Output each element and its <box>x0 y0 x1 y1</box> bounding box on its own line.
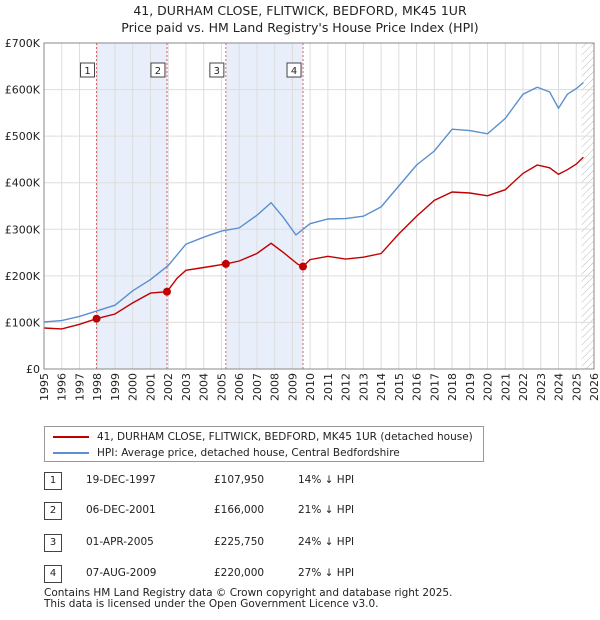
x-tick-label: 2020 <box>482 373 495 401</box>
price-chart: 1 2 3 4 £0 £100K £200K £300K £400K £500K £600K £700… <box>5 37 600 401</box>
sale-number-badge: 4 <box>44 565 62 583</box>
x-tick-label: 2013 <box>357 373 370 401</box>
x-tick-label: 2019 <box>464 373 477 401</box>
y-tick-label: £200K <box>5 270 41 283</box>
sale-row: 1 19-DEC-1997 £107,950 14% ↓ HPI <box>44 472 464 490</box>
sale-price: £166,000 <box>214 504 265 516</box>
x-tick-label: 2024 <box>553 373 566 401</box>
sale-price: £225,750 <box>214 536 265 548</box>
sale-point <box>299 262 308 271</box>
x-tick-label: 2017 <box>428 373 441 401</box>
legend-swatch-property <box>53 436 89 438</box>
x-tick-label: 2005 <box>215 373 228 401</box>
y-tick-label: £300K <box>5 223 41 236</box>
x-tick-label: 2006 <box>233 373 246 401</box>
property-price-line <box>43 156 584 330</box>
legend-swatch-hpi <box>53 452 89 454</box>
legend-label-hpi: HPI: Average price, detached house, Cent… <box>97 447 400 459</box>
sale-marker-label: 3 <box>214 66 220 77</box>
sale-marker-box <box>80 62 96 78</box>
sale-marker-box <box>150 62 166 78</box>
sale-point <box>162 287 171 296</box>
plot-border <box>43 42 595 370</box>
ownership-period-shade <box>96 43 167 369</box>
sale-date: 19-DEC-1997 <box>86 474 156 486</box>
sale-price: £220,000 <box>214 567 265 579</box>
x-tick-label: 2021 <box>499 373 512 401</box>
sale-row: 4 07-AUG-2009 £220,000 27% ↓ HPI <box>44 565 464 583</box>
sale-marker-box <box>286 62 302 78</box>
x-tick-label: 2002 <box>162 373 175 401</box>
sale-price: £107,950 <box>214 474 265 486</box>
x-tick-label: 2026 <box>588 373 600 401</box>
x-tick-label: 1997 <box>73 373 86 401</box>
sale-hpi-diff: 21% ↓ HPI <box>298 504 355 516</box>
x-tick-label: 2003 <box>180 373 193 401</box>
chart-title: 41, DURHAM CLOSE, FLITWICK, BEDFORD, MK4… <box>133 3 467 18</box>
sale-hpi-diff: 24% ↓ HPI <box>298 536 355 548</box>
x-tick-label: 2009 <box>286 373 299 401</box>
x-tick-label: 1999 <box>109 373 122 401</box>
x-tick-label: 2015 <box>393 373 406 401</box>
x-tick-label: 2025 <box>570 373 583 401</box>
footer-copyright: Contains HM Land Registry data © Crown c… <box>44 587 453 599</box>
sale-point <box>92 314 101 323</box>
x-tick-label: 1998 <box>91 373 104 401</box>
legend-item-property: 41, DURHAM CLOSE, FLITWICK, BEDFORD, MK4… <box>53 429 473 445</box>
x-tick-label: 2008 <box>269 373 282 401</box>
legend-item-hpi: HPI: Average price, detached house, Cent… <box>53 445 400 461</box>
sale-point <box>221 259 230 268</box>
y-tick-label: £700K <box>5 37 41 50</box>
sale-hpi-diff: 14% ↓ HPI <box>298 474 355 486</box>
x-tick-label: 2001 <box>144 373 157 401</box>
x-tick-label: 2016 <box>411 373 424 401</box>
sale-marker-box <box>209 62 225 78</box>
hpi-line <box>43 82 584 323</box>
y-tick-label: £0 <box>26 363 40 376</box>
sale-row: 3 01-APR-2005 £225,750 24% ↓ HPI <box>44 534 464 552</box>
sale-marker-label: 1 <box>84 66 90 77</box>
x-tick-label: 2022 <box>517 373 530 401</box>
sale-number-badge: 1 <box>44 472 62 490</box>
x-tick-label: 2018 <box>446 373 459 401</box>
y-tick-label: £600K <box>5 84 41 97</box>
x-tick-label: 2011 <box>322 373 335 401</box>
x-tick-label: 2010 <box>304 373 317 401</box>
ownership-period-shade <box>225 43 304 369</box>
sale-number-badge: 2 <box>44 502 62 520</box>
x-tick-label: 2014 <box>375 373 388 401</box>
x-tick-label: 2012 <box>340 373 353 401</box>
legend-label-property: 41, DURHAM CLOSE, FLITWICK, BEDFORD, MK4… <box>97 431 473 443</box>
y-tick-label: £500K <box>5 130 41 143</box>
x-tick-label: 2004 <box>198 373 211 401</box>
sale-hpi-diff: 27% ↓ HPI <box>298 567 355 579</box>
sale-row: 2 06-DEC-2001 £166,000 21% ↓ HPI <box>44 502 464 520</box>
sale-date: 07-AUG-2009 <box>86 567 157 579</box>
sale-date: 06-DEC-2001 <box>86 504 156 516</box>
x-tick-label: 2023 <box>535 373 548 401</box>
x-tick-label: 2000 <box>127 373 140 401</box>
x-tick-label: 1995 <box>38 373 51 401</box>
sale-date: 01-APR-2005 <box>86 536 154 548</box>
chart-subtitle: Price paid vs. HM Land Registry's House … <box>121 20 479 35</box>
y-tick-label: £100K <box>5 316 41 329</box>
chart-legend: 41, DURHAM CLOSE, FLITWICK, BEDFORD, MK4… <box>44 426 484 462</box>
x-tick-label: 1996 <box>56 373 69 401</box>
y-tick-label: £400K <box>5 177 41 190</box>
sale-number-badge: 3 <box>44 534 62 552</box>
footer: Contains HM Land Registry data © Crown c… <box>44 588 452 610</box>
sale-marker-label: 2 <box>155 66 161 77</box>
x-tick-label: 2007 <box>251 373 264 401</box>
footer-license: This data is licensed under the Open Gov… <box>44 598 379 610</box>
sale-marker-label: 4 <box>291 66 297 77</box>
future-hatch-region <box>581 43 594 369</box>
